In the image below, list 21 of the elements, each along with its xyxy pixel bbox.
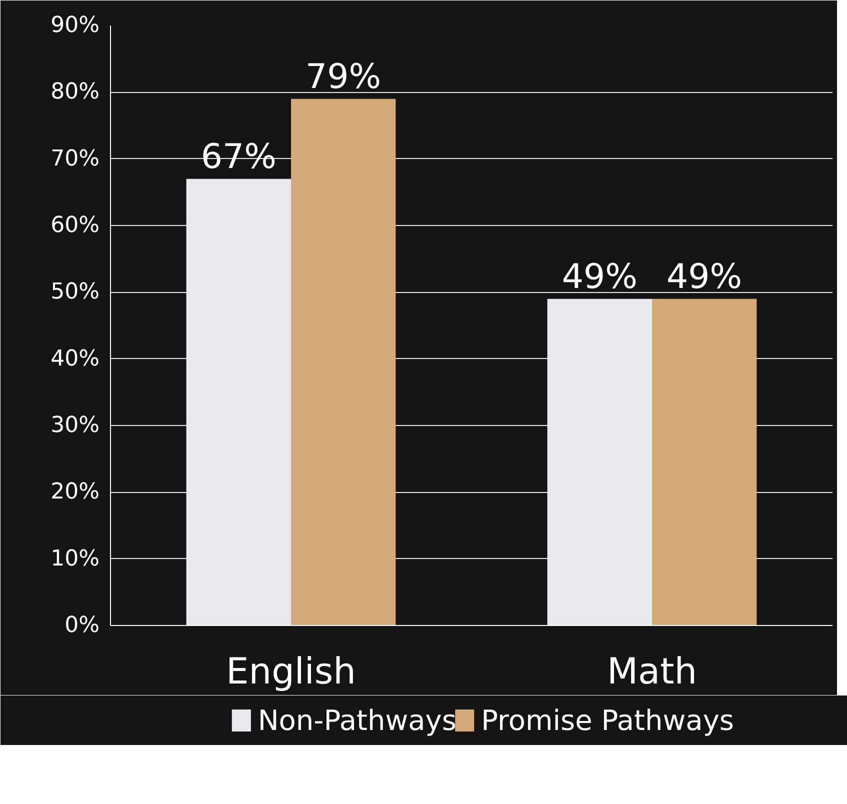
y-tick-label: 30%: [50, 413, 100, 438]
legend-label: Promise Pathways: [481, 704, 734, 737]
bar: [547, 298, 652, 626]
text: 79%: [306, 56, 382, 97]
y-tick-label: 80%: [50, 80, 100, 105]
text: 49%: [666, 256, 742, 297]
x-tick-label: Math: [606, 652, 698, 692]
y-tick-label: 40%: [50, 346, 100, 372]
text: 49%: [562, 256, 638, 297]
y-tick-label: 60%: [50, 213, 100, 238]
y-tick-label: 50%: [50, 280, 100, 305]
bar: [652, 298, 757, 626]
y-tick-label: 0%: [64, 613, 100, 638]
bar: [291, 98, 396, 626]
y-tick-label: 20%: [50, 480, 100, 505]
y-tick-label: 10%: [50, 546, 100, 572]
legend-label: Non-Pathways: [258, 704, 456, 737]
x-tick-label: English: [226, 652, 356, 692]
y-tick-label: 90%: [50, 13, 100, 38]
y-tick-label: 70%: [50, 146, 100, 172]
bar: [186, 178, 291, 626]
